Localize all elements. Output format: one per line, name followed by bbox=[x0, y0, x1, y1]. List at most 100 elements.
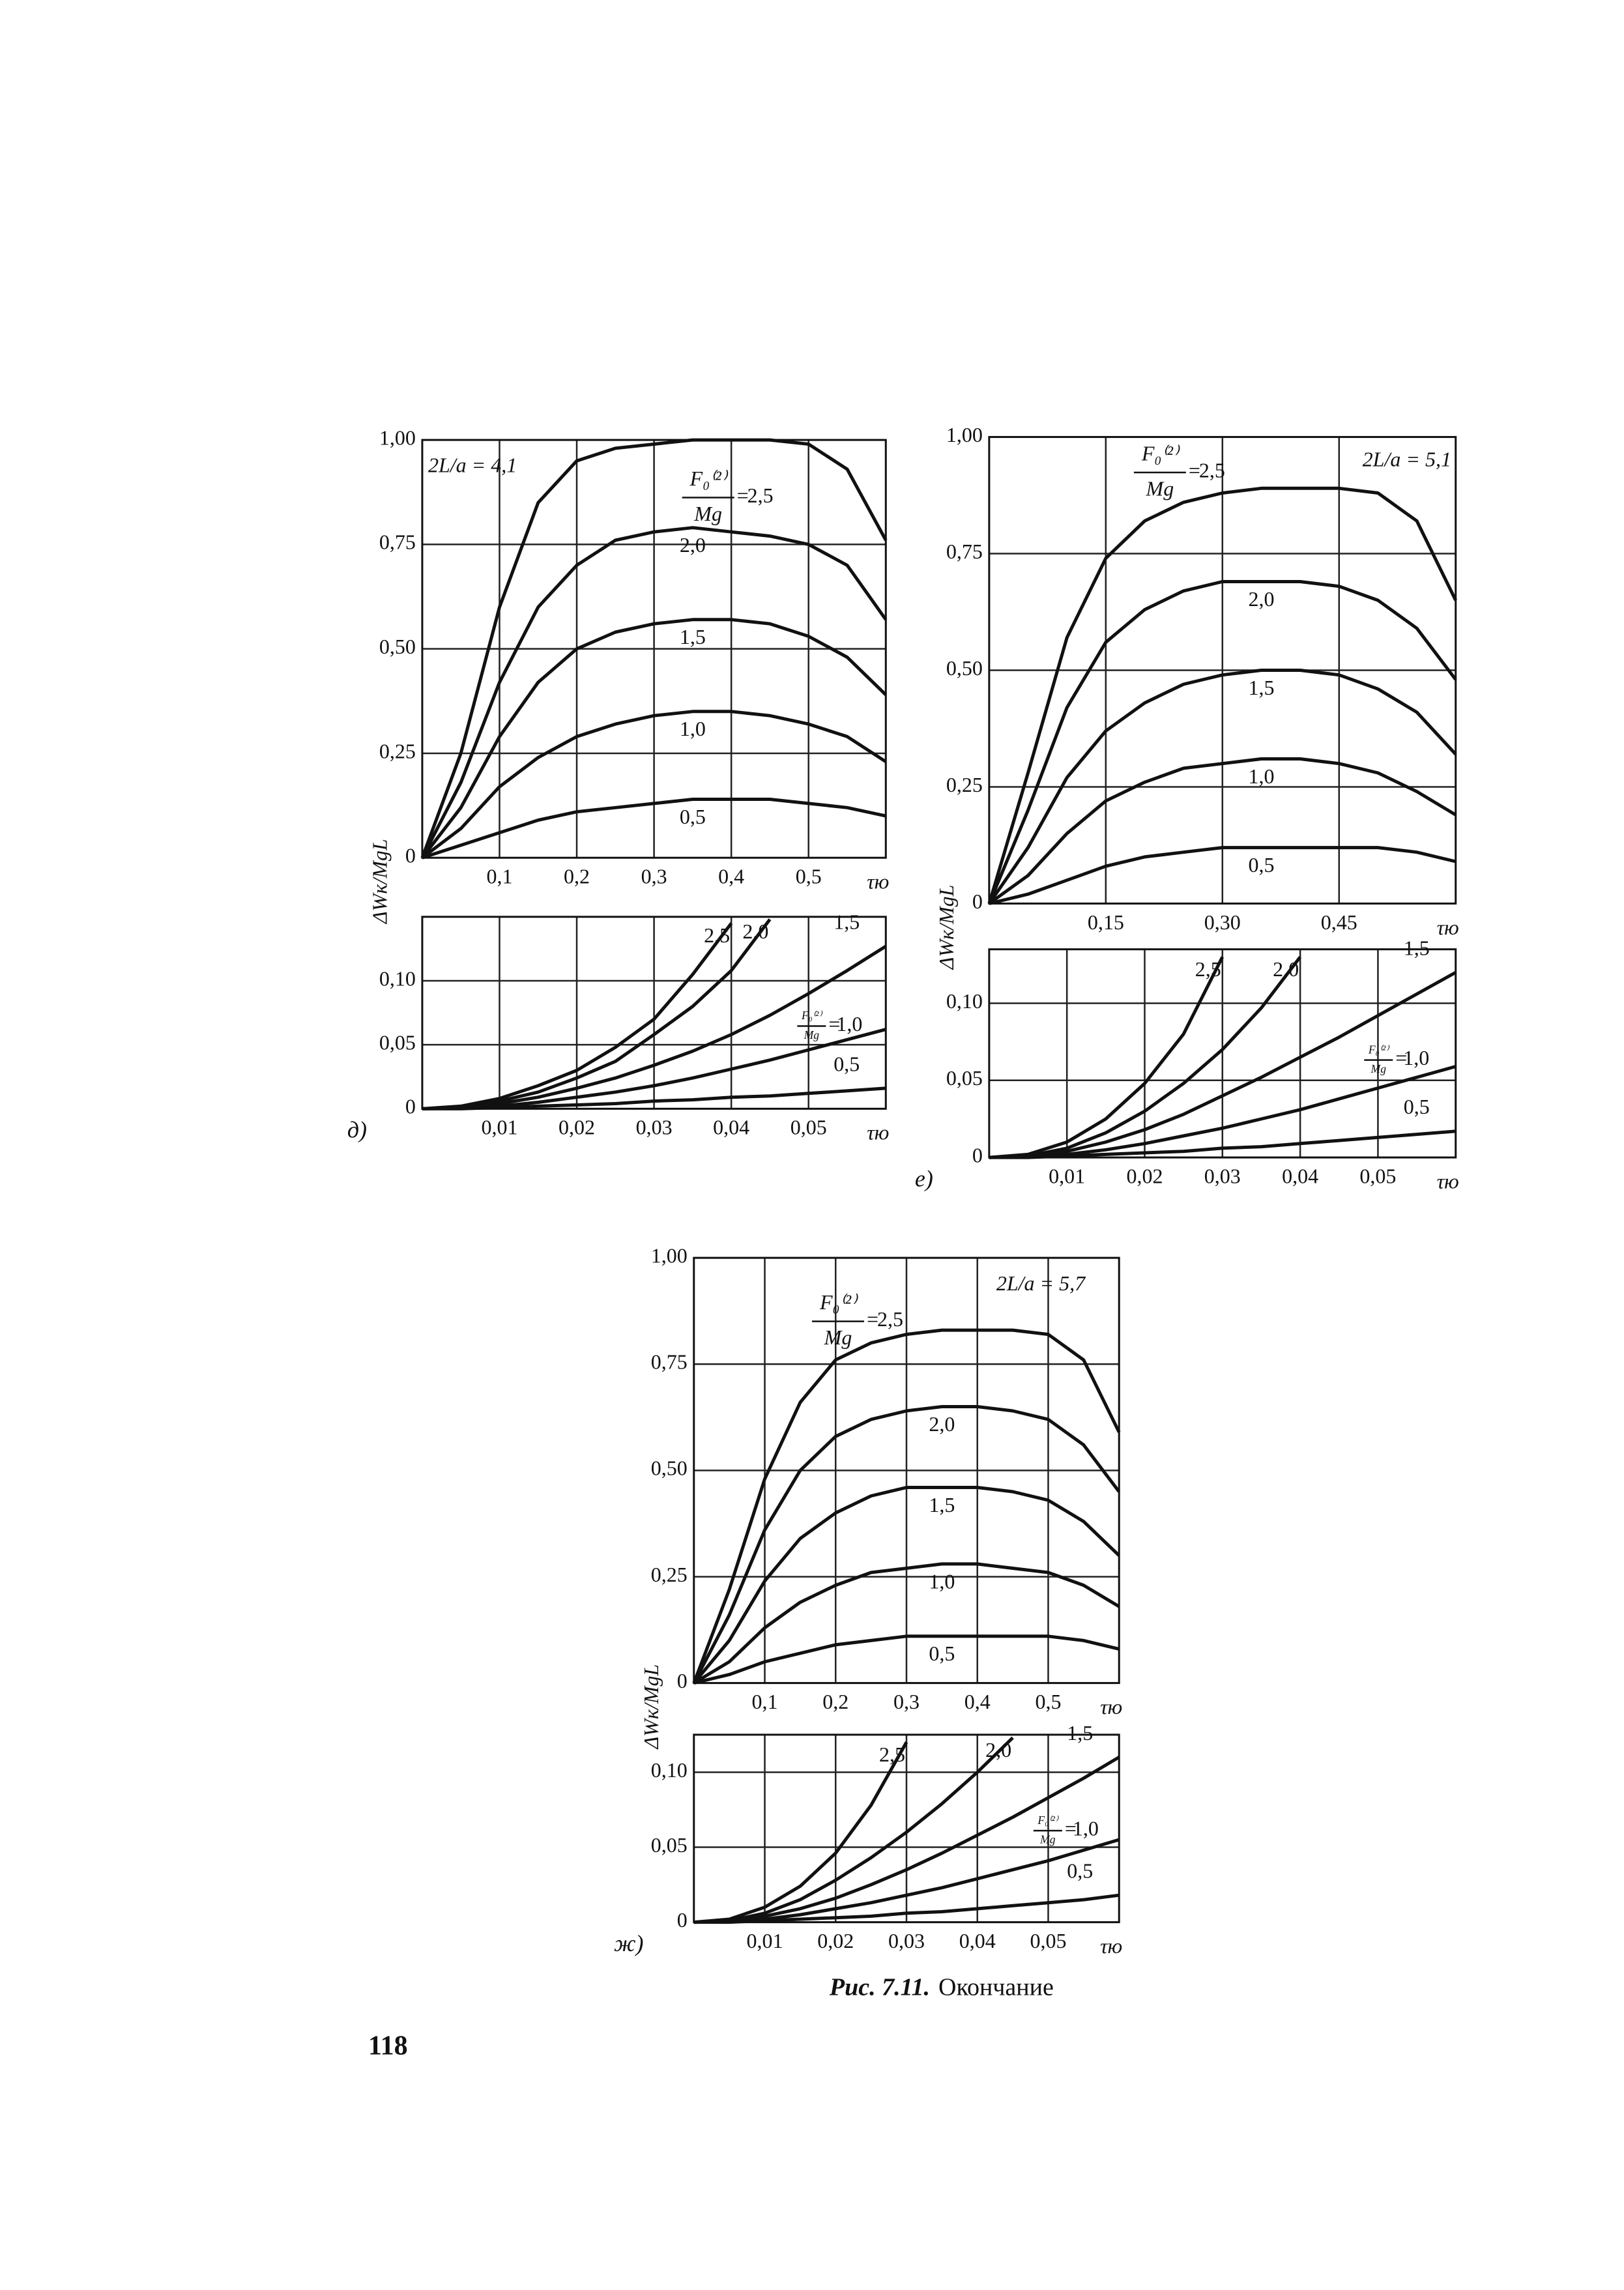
legend-denominator: Mg bbox=[1370, 1062, 1387, 1075]
x-tick-label: 0,2 bbox=[564, 865, 590, 888]
y-tick-label: 0,10 bbox=[946, 989, 983, 1013]
x-tick-label: 0,45 bbox=[1321, 910, 1357, 934]
series-label: 0,5 bbox=[834, 1052, 860, 1075]
panel-label: е) bbox=[915, 1165, 933, 1191]
series-line bbox=[987, 669, 1457, 905]
series-label: 1,5 bbox=[929, 1493, 955, 1516]
y-tick-label: 1,00 bbox=[946, 423, 983, 446]
series-line bbox=[987, 486, 1457, 905]
series-label: 1,0 bbox=[680, 717, 706, 740]
x-axis-label: τю bbox=[1437, 916, 1459, 939]
y-tick-label: 0,10 bbox=[651, 1758, 688, 1782]
plot-frame bbox=[421, 439, 887, 859]
x-tick-label: 0,30 bbox=[1204, 910, 1241, 934]
legend-sign: = bbox=[1189, 458, 1200, 482]
y-tick-label: 0,25 bbox=[946, 773, 983, 796]
series-label: 1,5 bbox=[1248, 676, 1274, 699]
y-axis-label: ΔWк/MgL bbox=[368, 839, 391, 925]
y-tick-label: 0,25 bbox=[651, 1563, 688, 1586]
legend-numerator: F₀⁽²⁾ bbox=[689, 467, 729, 490]
x-tick-label: 0,05 bbox=[790, 1116, 827, 1139]
series-line bbox=[422, 1086, 886, 1110]
legend-sign: = bbox=[737, 484, 749, 507]
series-line bbox=[989, 846, 1457, 905]
x-tick-label: 0,1 bbox=[752, 1690, 778, 1713]
plot-frame bbox=[693, 1733, 1120, 1924]
caption-label: Рис. 7.11. bbox=[829, 1974, 930, 2001]
series-line bbox=[693, 1562, 1120, 1685]
y-tick-label: 0,05 bbox=[651, 1833, 688, 1857]
series-line bbox=[692, 1328, 1121, 1684]
y-tick-label: 0,75 bbox=[946, 540, 983, 563]
legend-denominator: Mg bbox=[693, 502, 722, 525]
x-tick-label: 0,01 bbox=[1049, 1164, 1085, 1187]
x-tick-label: 0,4 bbox=[964, 1690, 991, 1713]
series-line bbox=[989, 971, 1457, 1159]
legend-denominator: Mg bbox=[824, 1326, 852, 1349]
series-label: 1,0 bbox=[929, 1569, 955, 1593]
legend-sign: = bbox=[828, 1012, 840, 1036]
y-tick-label: 0 bbox=[972, 1143, 983, 1167]
plot-frame bbox=[988, 948, 1457, 1159]
y-axis-label: ΔWк/MgL bbox=[639, 1664, 663, 1750]
series-line bbox=[421, 710, 887, 860]
series-label: 2,0 bbox=[742, 920, 768, 943]
series-line bbox=[693, 1893, 1120, 1924]
series-line bbox=[989, 1129, 1456, 1159]
y-tick-label: 0,50 bbox=[946, 656, 983, 680]
y-tick-label: 0,75 bbox=[379, 530, 416, 554]
x-tick-label: 0,5 bbox=[1035, 1690, 1061, 1713]
y-tick-label: 0,10 bbox=[379, 966, 416, 990]
x-tick-label: 0,03 bbox=[636, 1116, 673, 1139]
x-tick-label: 0,01 bbox=[481, 1116, 517, 1139]
legend-numerator: F₀⁽²⁾ bbox=[1141, 441, 1180, 465]
series-line bbox=[422, 798, 886, 860]
series-line bbox=[987, 580, 1457, 905]
legend-numerator: F₀⁽²⁾ bbox=[1368, 1043, 1389, 1056]
legend-denominator: Mg bbox=[1146, 476, 1174, 500]
series-line bbox=[692, 1405, 1121, 1684]
series-label: 1,0 bbox=[1073, 1817, 1099, 1840]
x-tick-label: 0,15 bbox=[1088, 910, 1124, 934]
series-label: 2,0 bbox=[1248, 587, 1274, 611]
series-label: 0,5 bbox=[929, 1642, 955, 1665]
series-label: 1,5 bbox=[680, 625, 706, 648]
x-tick-label: 0,04 bbox=[713, 1116, 749, 1139]
series-line bbox=[420, 618, 888, 859]
legend-numerator: F₀⁽²⁾ bbox=[819, 1290, 858, 1314]
chart: 0 0,25 0,50 0,75 1,00 0,1 0,2 0,3 0,4 0,5 2,5 F₀⁽²⁾… bbox=[639, 1244, 1122, 1750]
x-tick-label: 0,3 bbox=[893, 1690, 920, 1713]
annotation: 2L/a = 4,1 bbox=[428, 454, 517, 477]
series-label: 1,0 bbox=[836, 1012, 862, 1036]
x-tick-label: 0,03 bbox=[888, 1929, 925, 1952]
x-tick-label: 0,02 bbox=[1126, 1164, 1163, 1187]
series-line bbox=[988, 757, 1457, 905]
y-tick-label: 0,05 bbox=[946, 1066, 983, 1090]
legend-numerator: F₀⁽²⁾ bbox=[1037, 1814, 1058, 1827]
x-tick-label: 0,02 bbox=[558, 1116, 595, 1139]
x-tick-label: 0,1 bbox=[486, 865, 512, 888]
y-tick-label: 0 bbox=[677, 1908, 688, 1932]
chart: 0 0,25 0,50 0,75 1,00 0,1 0,2 0,3 0,4 0,5 2,5 F₀⁽²⁾… bbox=[368, 426, 889, 925]
y-axis-label: ΔWк/MgL bbox=[935, 885, 958, 971]
y-tick-label: 0,50 bbox=[651, 1457, 688, 1480]
series-line bbox=[693, 1634, 1120, 1685]
x-tick-label: 0,04 bbox=[959, 1929, 996, 1952]
legend-numerator: F₀⁽²⁾ bbox=[801, 1009, 822, 1022]
series-label: 2,0 bbox=[985, 1738, 1011, 1761]
series-label: 2,5 bbox=[1195, 957, 1221, 981]
page-number: 118 bbox=[368, 2031, 408, 2061]
y-tick-label: 0 bbox=[405, 1095, 416, 1118]
legend-denominator: Mg bbox=[1039, 1833, 1056, 1846]
plot-frame bbox=[988, 436, 1457, 905]
annotation: 2L/a = 5,1 bbox=[1363, 448, 1451, 471]
x-tick-label: 0,3 bbox=[641, 865, 667, 888]
series-label: 0,5 bbox=[1404, 1095, 1430, 1118]
annotation: 2L/a = 5,7 bbox=[996, 1271, 1086, 1295]
y-tick-label: 0 bbox=[405, 844, 416, 867]
y-tick-label: 0,75 bbox=[651, 1350, 688, 1374]
y-tick-label: 0,50 bbox=[379, 635, 416, 658]
x-tick-label: 0,2 bbox=[822, 1690, 848, 1713]
